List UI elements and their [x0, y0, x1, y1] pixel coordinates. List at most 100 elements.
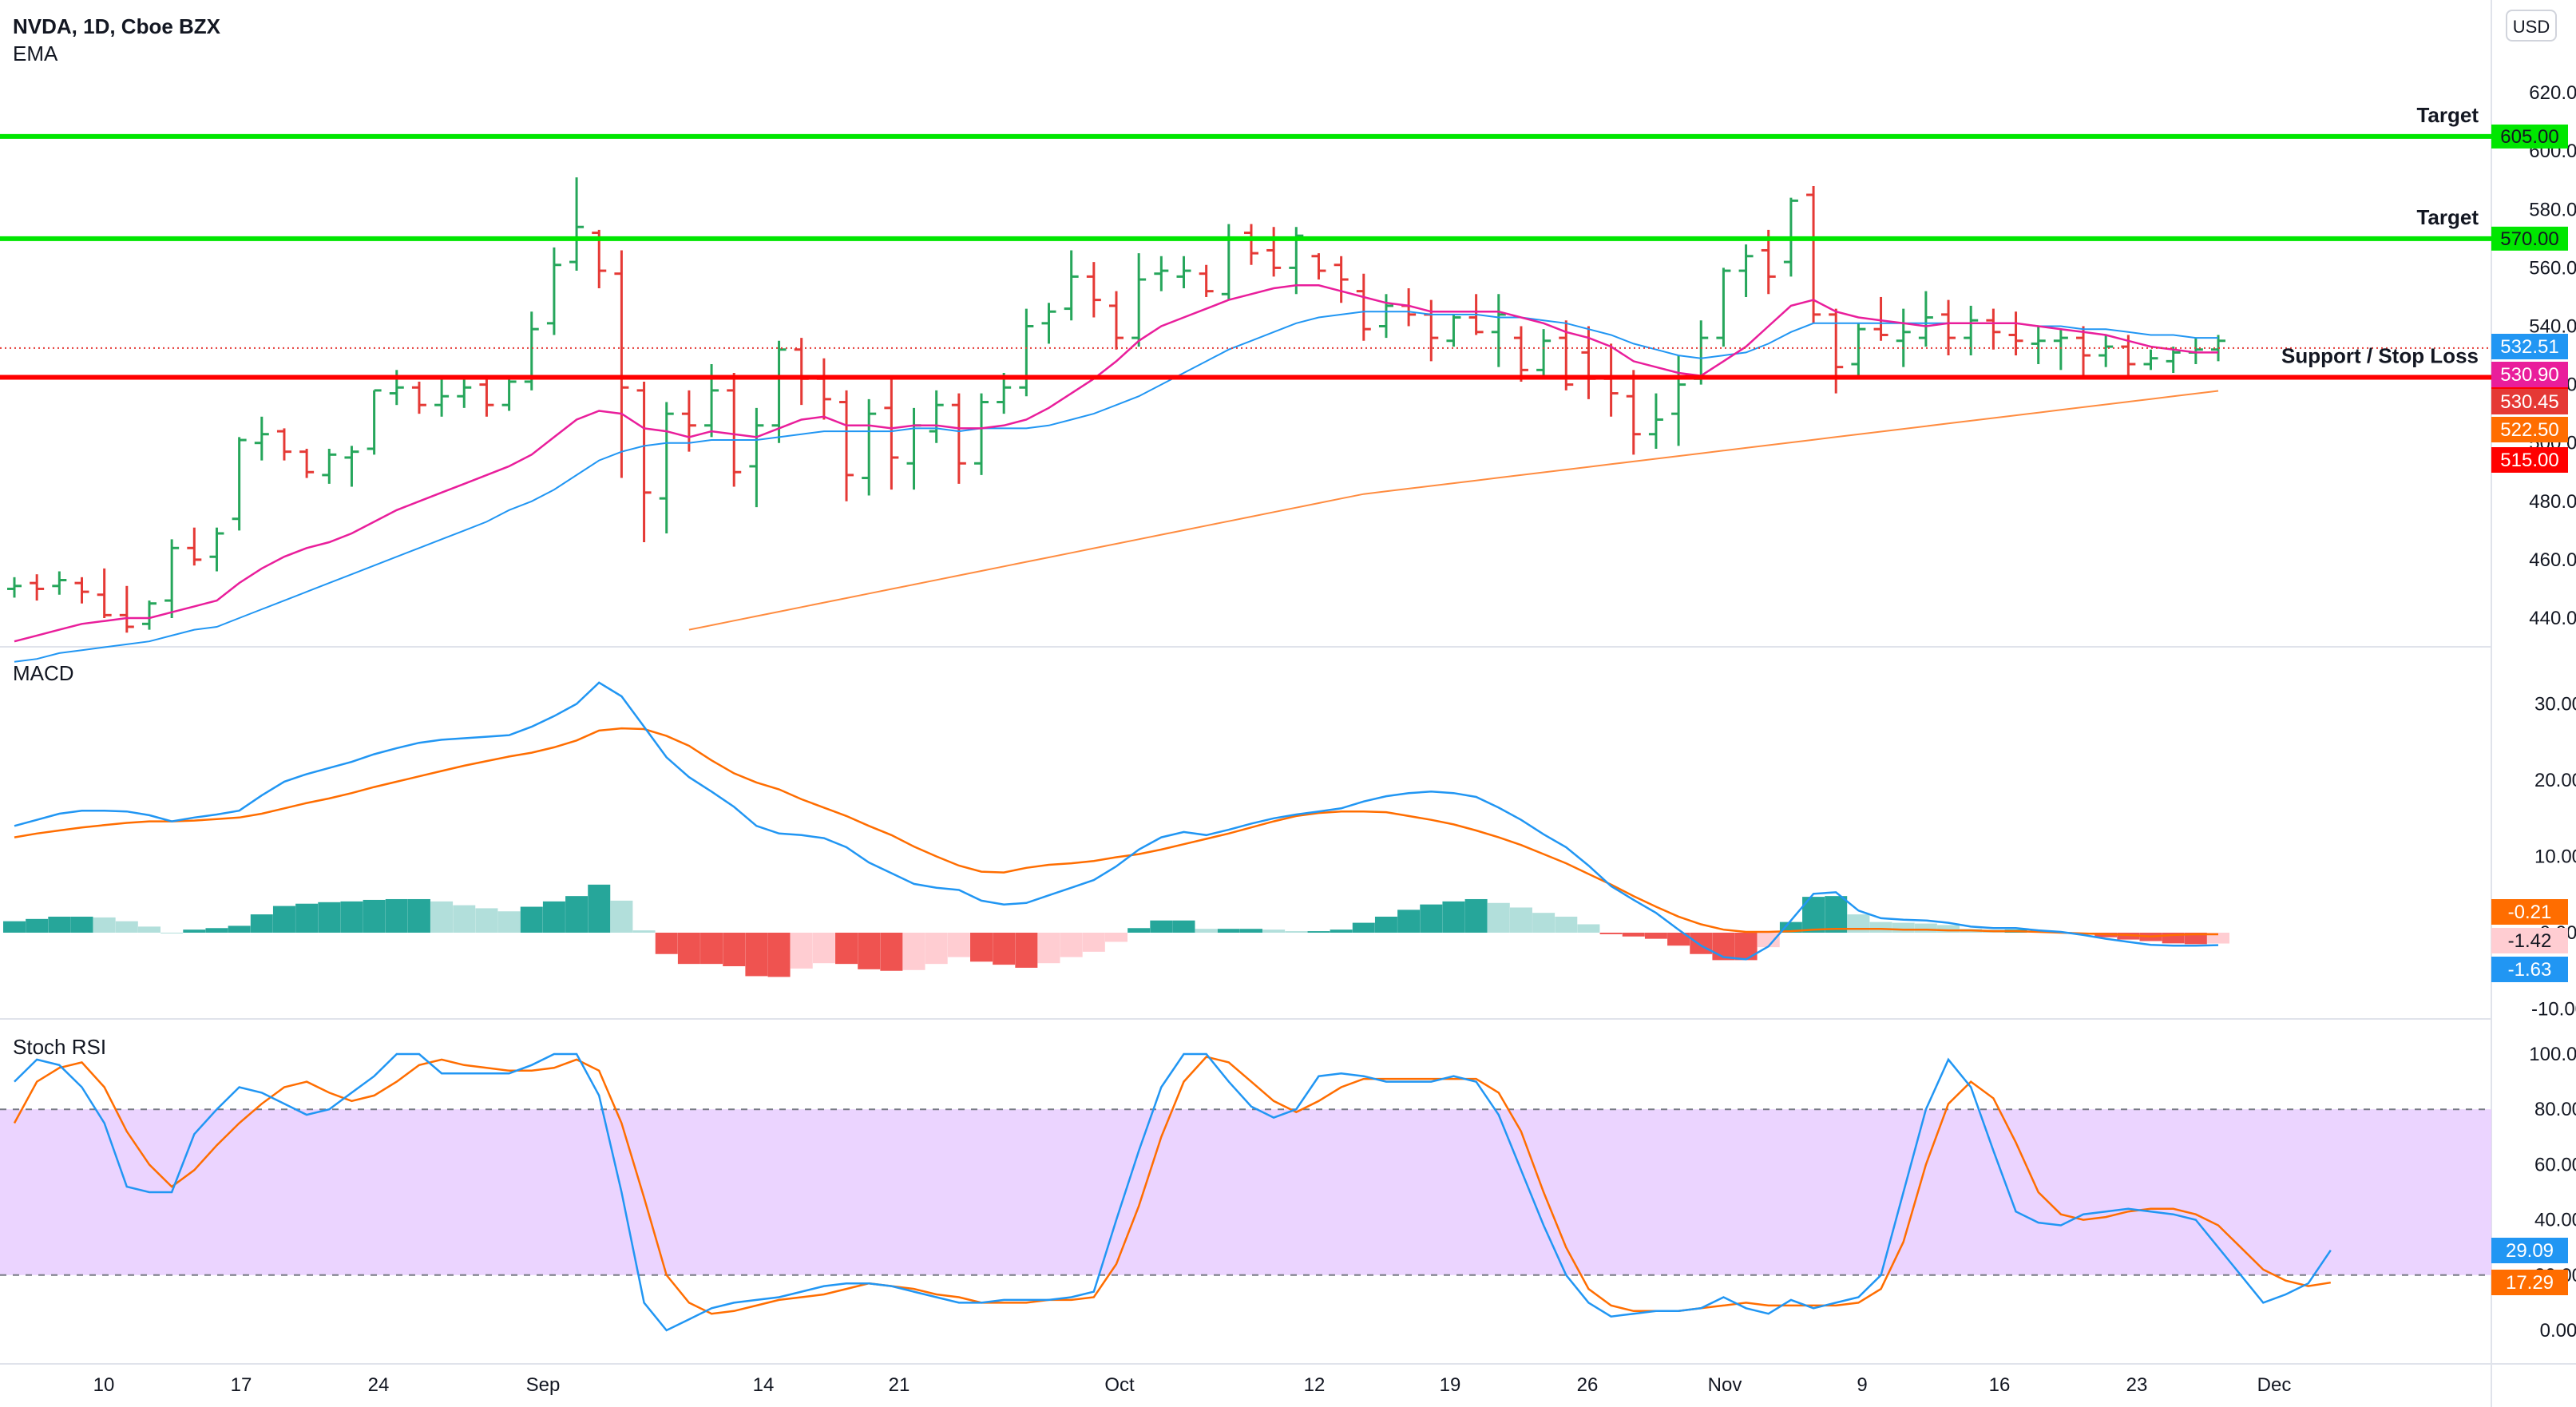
- macd-histogram-bar: [1599, 933, 1623, 934]
- ohlc-bar: [1513, 326, 1528, 382]
- ohlc-bar: [1986, 308, 2001, 350]
- price-badge: [2491, 334, 2568, 359]
- ohlc-bar: [681, 390, 696, 452]
- macd-histogram-bar: [340, 901, 363, 933]
- macd-histogram-bar: [588, 884, 611, 933]
- ohlc-bar: [1738, 244, 1754, 297]
- ohlc-bar: [1041, 303, 1056, 344]
- ohlc-bar: [1199, 264, 1214, 297]
- macd-histogram-bar: [1217, 929, 1240, 933]
- macd-histogram-bar: [295, 903, 319, 933]
- macd-histogram-bar: [1082, 933, 1105, 952]
- macd-histogram-bar: [902, 933, 925, 970]
- stoch-axis-tick: 100.00: [2529, 1044, 2576, 1065]
- macd-axis-tick: -10.00: [2531, 999, 2576, 1021]
- macd-histogram-bar: [70, 916, 93, 933]
- ema-indicator-label[interactable]: EMA: [13, 42, 58, 65]
- macd-histogram-bar: [655, 933, 678, 954]
- ema-fast-line: [14, 284, 2218, 643]
- ohlc-bar: [1603, 343, 1619, 417]
- ohlc-bar: [209, 527, 224, 572]
- macd-line: [14, 681, 2219, 961]
- macd-histogram-bar: [947, 933, 970, 957]
- macd-histogram-bar: [93, 917, 116, 933]
- ohlc-bar: [1671, 355, 1686, 446]
- time-axis-tick: 12: [1304, 1374, 1326, 1396]
- stoch-badge: [2491, 1270, 2568, 1295]
- time-axis-tick: 26: [1577, 1374, 1599, 1396]
- macd-histogram-bar: [767, 933, 791, 977]
- macd-signal-line: [14, 727, 2219, 938]
- level-badge-text: 570.00: [2500, 228, 2558, 250]
- stoch-badge-text: 29.09: [2506, 1240, 2554, 1262]
- ohlc-bar: [997, 372, 1012, 414]
- ohlc-bar: [727, 372, 742, 487]
- macd-histogram-bar: [1577, 924, 1600, 933]
- macd-histogram-bar: [1015, 933, 1038, 968]
- ohlc-bar: [2166, 347, 2181, 373]
- ohlc-bar: [1446, 314, 1461, 347]
- ohlc-bar: [929, 390, 944, 443]
- macd-histogram-bar: [2184, 933, 2207, 945]
- ohlc-bar: [1896, 308, 1911, 367]
- macd-histogram-bar: [1464, 898, 1488, 933]
- macd-badge: [2491, 957, 2568, 982]
- ohlc-bar: [119, 585, 134, 633]
- ohlc-bar: [1851, 323, 1866, 379]
- ohlc-bar: [1131, 253, 1147, 347]
- ohlc-bar: [816, 358, 831, 420]
- price-badge: [2491, 389, 2568, 414]
- time-axis-tick: Oct: [1104, 1374, 1135, 1396]
- time-axis-tick: 10: [93, 1374, 115, 1396]
- macd-histogram-bar: [1555, 916, 1578, 933]
- ohlc-bar: [1086, 262, 1101, 318]
- stoch-d-line: [13, 1056, 2331, 1315]
- ohlc-bar: [1716, 268, 1731, 347]
- macd-pane-label[interactable]: MACD: [13, 661, 74, 685]
- price-axis-tick: 620.00: [2529, 82, 2576, 104]
- time-axis-tick: 24: [368, 1374, 390, 1396]
- time-axis-tick: Sep: [526, 1374, 561, 1396]
- ohlc-bar: [322, 449, 337, 484]
- macd-histogram-bar: [1442, 901, 1465, 933]
- time-axis-tick: 16: [1989, 1374, 2011, 1396]
- macd-histogram-bar: [1712, 933, 1735, 961]
- ohlc-bar: [546, 247, 561, 335]
- macd-badge: [2491, 928, 2568, 953]
- price-axis-tick: 480.00: [2529, 491, 2576, 513]
- macd-histogram-bar: [1644, 933, 1667, 939]
- ohlc-bar: [1378, 294, 1393, 339]
- level-label: Target: [2416, 205, 2479, 229]
- price-badge-text: 530.90: [2500, 364, 2558, 386]
- currency-button[interactable]: USD: [2506, 10, 2557, 42]
- macd-histogram-bar: [1892, 922, 1915, 933]
- time-axis-tick: 21: [889, 1374, 910, 1396]
- ohlc-bar: [974, 393, 989, 475]
- macd-histogram-bar: [1825, 896, 1848, 933]
- price-badge: [2491, 447, 2568, 473]
- ohlc-bar: [1626, 370, 1641, 455]
- macd-histogram-bar: [407, 898, 430, 933]
- symbol-title: NVDA, 1D, Cboe BZX: [13, 14, 221, 38]
- macd-histogram-bar: [1532, 913, 1556, 933]
- macd-histogram-bar: [1285, 931, 1308, 933]
- macd-histogram-bar: [1937, 925, 1960, 933]
- ohlc-bar: [479, 379, 494, 417]
- price-badge-text: 515.00: [2500, 450, 2558, 471]
- macd-axis-tick: 10.00: [2534, 846, 2576, 868]
- ohlc-bar: [1829, 308, 1844, 394]
- macd-histogram-bar: [1127, 928, 1151, 933]
- macd-histogram-bar: [430, 901, 454, 933]
- macd-histogram-bar: [2207, 933, 2229, 944]
- macd-histogram-bar: [1150, 920, 1173, 933]
- macd-histogram-bar: [137, 926, 161, 933]
- macd-histogram-bar: [1374, 916, 1397, 933]
- stoch-rsi-pane-label[interactable]: Stoch RSI: [13, 1035, 107, 1059]
- stoch-axis-tick: 60.00: [2534, 1154, 2576, 1175]
- macd-histogram-bar: [812, 933, 835, 964]
- ohlc-bar: [457, 379, 472, 408]
- ohlc-bar: [434, 379, 450, 417]
- ohlc-bar: [1243, 224, 1258, 265]
- ohlc-bar: [276, 428, 291, 461]
- ohlc-bar: [299, 449, 315, 478]
